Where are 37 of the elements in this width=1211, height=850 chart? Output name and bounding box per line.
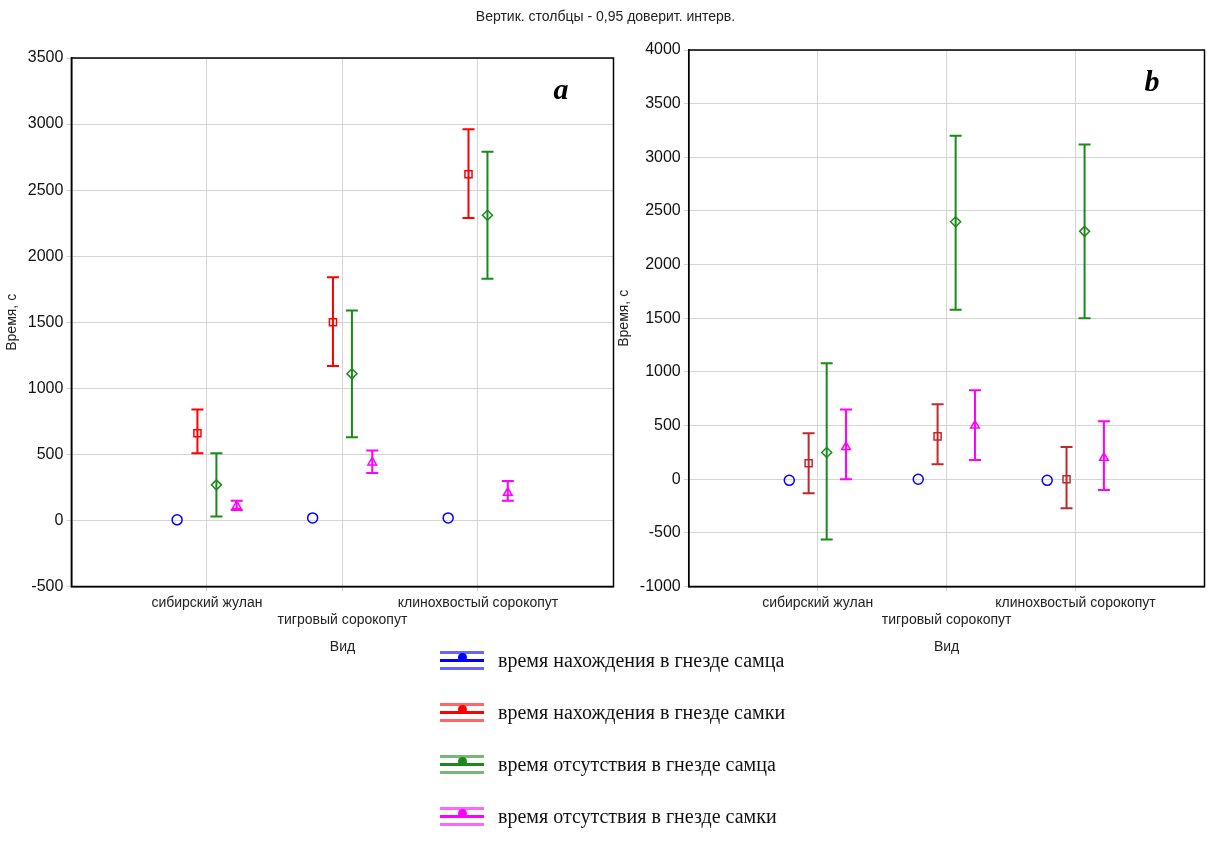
x-axis-title: Вид — [329, 638, 356, 655]
y-tick-label: -500 — [648, 523, 681, 541]
annotation: b — [1144, 63, 1160, 97]
y-axis-title: Время, с — [3, 293, 20, 351]
x-axis-title: Вид — [933, 638, 960, 655]
y-tick-label: 2500 — [645, 201, 681, 219]
y-tick-label: 3500 — [27, 48, 64, 66]
x-tick-label: клинохвостый сорокопут — [995, 593, 1157, 610]
x-tick-label: сибирский жулан — [151, 593, 263, 610]
y-tick-label: 500 — [654, 416, 681, 434]
y-tick-label: 2500 — [27, 180, 64, 198]
y-tick-label: -500 — [31, 577, 64, 595]
y-tick-label: 0 — [54, 510, 64, 528]
x-tick-label: сибирский жулан — [762, 593, 874, 610]
chart-title: Вертик. столбцы - 0,95 доверит. интерв. — [474, 8, 737, 24]
y-tick-label: 3000 — [645, 147, 681, 165]
legend-label: время нахождения в гнезде самки — [498, 700, 786, 724]
y-tick-label: 3000 — [27, 114, 64, 132]
x-tick-label: клинохвостый сорокопут — [397, 593, 559, 610]
y-tick-label: 0 — [671, 469, 681, 487]
x-tick-label: тигровый сорокопут — [277, 610, 408, 627]
y-tick-label: 1500 — [645, 308, 681, 326]
y-axis-title: Время, с — [615, 289, 632, 347]
y-tick-label: 4000 — [645, 40, 681, 58]
x-tick-label: тигровый сорокопут — [881, 610, 1013, 627]
y-tick-label: 3500 — [645, 94, 681, 112]
y-tick-label: 1000 — [27, 378, 64, 396]
legend-label: время нахождения в гнезде самца — [498, 648, 785, 672]
legend-label: время отсутствия в гнезде самки — [498, 804, 777, 828]
legend-label: время отсутствия в гнезде самца — [498, 752, 776, 776]
y-tick-label: 2000 — [645, 255, 681, 273]
y-tick-label: 2000 — [27, 246, 64, 264]
y-tick-label: 500 — [36, 444, 64, 462]
y-tick-label: -1000 — [639, 577, 681, 595]
y-tick-label: 1000 — [645, 362, 681, 380]
annotation: a — [553, 71, 569, 105]
y-tick-label: 1500 — [27, 312, 64, 330]
